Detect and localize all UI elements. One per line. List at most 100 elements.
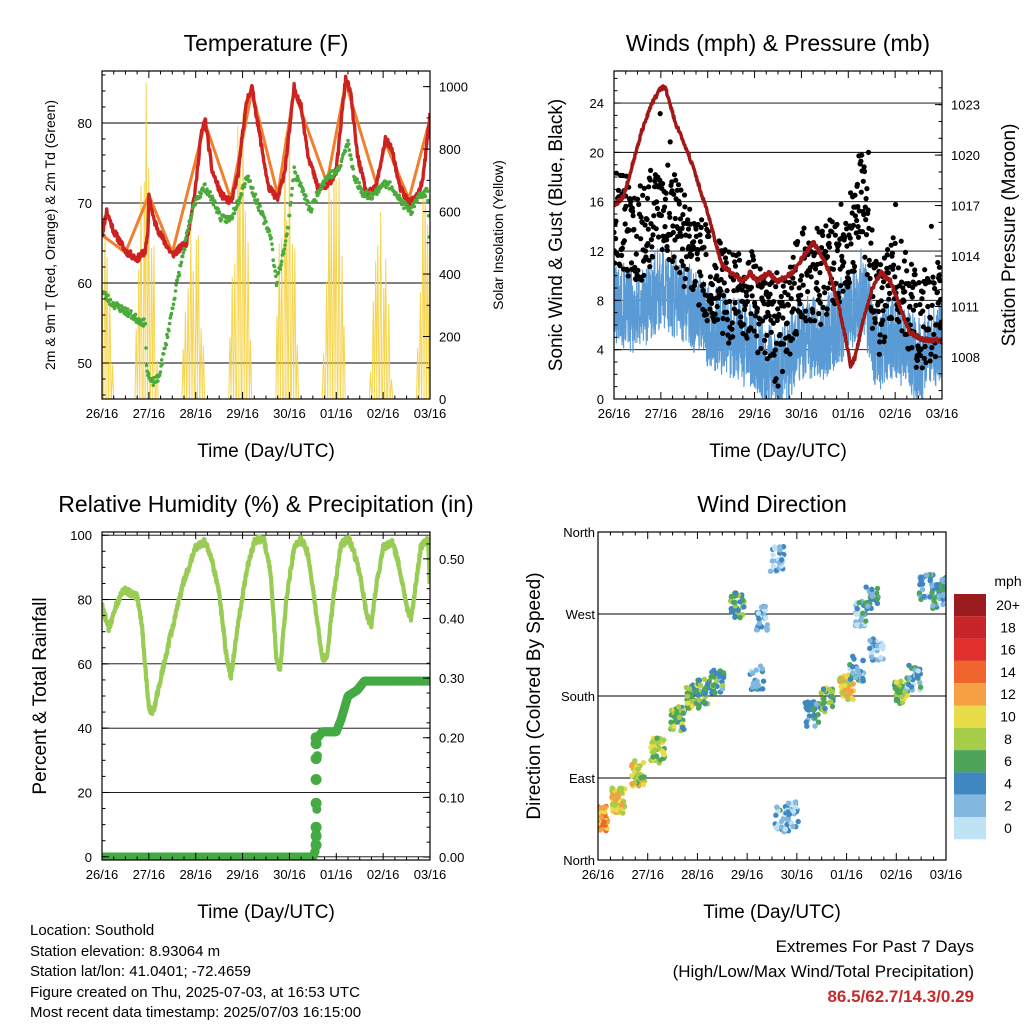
direction-point — [769, 558, 776, 564]
y2-tick-label: 0.20 — [439, 731, 464, 746]
x-tick-label: 27/16 — [133, 867, 166, 882]
gust-point — [685, 226, 692, 232]
chart-title: Wind Direction — [697, 491, 847, 517]
y2-tick-label: 1008 — [951, 350, 980, 365]
x-tick-label: 26/16 — [582, 867, 615, 882]
dewpoint-point — [297, 178, 301, 183]
dewpoint-point — [186, 228, 190, 232]
gust-point — [773, 340, 780, 346]
gust-point — [847, 235, 853, 241]
gust-point — [767, 291, 773, 297]
relative-humidity-line — [102, 534, 430, 717]
gust-point — [630, 208, 636, 215]
dewpoint-point — [283, 243, 287, 247]
dewpoint-point — [272, 264, 277, 269]
rainfall-point — [310, 821, 322, 833]
y-tick-label: 80 — [78, 593, 92, 608]
gust-point — [635, 267, 641, 273]
rainfall-point — [310, 830, 322, 842]
direction-point — [696, 677, 703, 683]
direction-point — [829, 703, 836, 710]
plot-area — [591, 544, 946, 835]
gust-point — [750, 257, 757, 263]
gust-point — [650, 254, 656, 260]
gust-point — [838, 283, 844, 289]
gust-point — [830, 266, 837, 272]
gust-point — [622, 221, 628, 227]
gust-point — [886, 296, 892, 302]
direction-point — [931, 595, 937, 601]
dewpoint-point — [274, 283, 279, 288]
gust-point — [937, 278, 942, 284]
direction-point — [943, 586, 946, 592]
legend-label: 16 — [1000, 642, 1016, 658]
gust-point — [706, 233, 712, 239]
gust-point — [790, 254, 796, 260]
direction-point — [860, 675, 866, 682]
gust-point — [619, 252, 625, 258]
direction-point — [591, 819, 596, 824]
x-tick-label: 02/16 — [367, 406, 400, 421]
direction-point — [921, 593, 927, 600]
dewpoint-point — [167, 321, 172, 326]
dewpoint-point — [306, 199, 310, 204]
dewpoint-point — [343, 149, 348, 154]
gust-point — [892, 240, 898, 246]
dewpoint-point — [287, 213, 292, 218]
direction-point — [684, 700, 691, 706]
direction-point — [795, 818, 801, 825]
gust-point — [697, 232, 703, 238]
gust-point — [619, 245, 626, 251]
gust-point — [865, 149, 872, 155]
gust-point — [877, 339, 883, 345]
gust-point — [640, 192, 646, 198]
direction-point — [651, 747, 658, 753]
dewpoint-point — [301, 188, 306, 193]
direction-point — [849, 664, 856, 670]
recent-data-text: Most recent data timestamp: 2025/07/03 1… — [30, 1004, 362, 1021]
legend-swatch — [954, 616, 986, 639]
direction-point — [826, 699, 832, 706]
legend-label: 8 — [1004, 731, 1012, 747]
dewpoint-point — [426, 213, 430, 218]
gust-point — [751, 328, 757, 334]
direction-point — [829, 693, 835, 699]
x-tick-label: 30/16 — [781, 867, 814, 882]
dewpoint-point — [339, 159, 344, 163]
gust-point — [672, 215, 678, 222]
y2-tick-label: 0.00 — [439, 850, 464, 865]
gust-point — [754, 333, 760, 339]
gust-point — [662, 224, 668, 230]
gust-point — [651, 213, 657, 219]
gust-point — [834, 248, 841, 254]
gust-point — [797, 277, 804, 283]
direction-point — [843, 687, 849, 693]
gust-point — [926, 279, 933, 285]
gust-point — [889, 250, 896, 256]
direction-point — [863, 584, 869, 590]
dewpoint-point — [423, 194, 428, 198]
rainfall-point — [310, 839, 322, 851]
panel-4: Wind Direction 26/16 27/16 28/16 29/16 30/16 0… — [524, 491, 962, 923]
dewpoint-point — [351, 167, 356, 171]
gust-point — [780, 283, 786, 289]
direction-point — [629, 781, 635, 787]
dewpoint-point — [243, 182, 247, 186]
dewpoint-point — [283, 239, 288, 243]
direction-point — [927, 578, 933, 584]
solar-insolation-line — [102, 83, 430, 399]
gust-point — [703, 311, 710, 318]
legend-swatch — [954, 638, 986, 661]
gust-point — [762, 350, 768, 356]
gust-point — [784, 347, 790, 353]
direction-point — [767, 568, 774, 574]
direction-point — [619, 801, 625, 808]
gust-point — [758, 345, 764, 352]
gust-point — [846, 276, 852, 282]
gust-point — [812, 318, 818, 324]
dewpoint-point — [133, 312, 138, 317]
gust-point — [800, 282, 806, 288]
gust-point — [771, 352, 777, 358]
gust-point — [880, 317, 886, 323]
direction-point — [693, 688, 699, 695]
